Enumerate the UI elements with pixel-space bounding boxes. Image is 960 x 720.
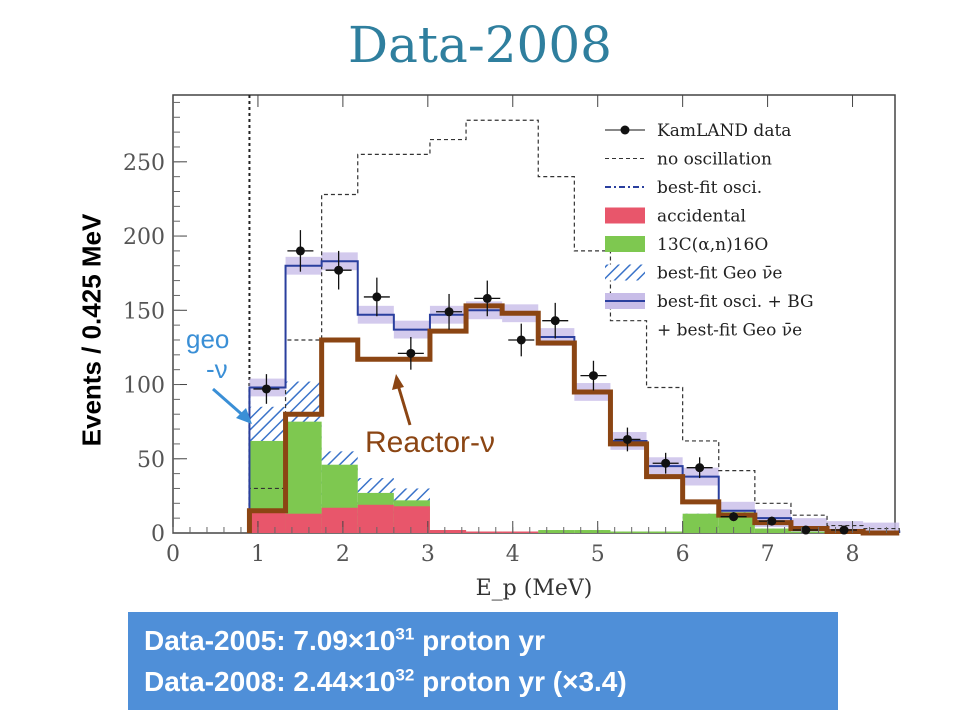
carbon-fill-bin xyxy=(574,530,611,533)
exposure-2005-exponent: 31 xyxy=(395,624,415,644)
data-point xyxy=(334,265,344,275)
geo-nu-annotation: -ν xyxy=(206,354,228,384)
exposure-2008-prefix: Data-2008: 2.44×10 xyxy=(144,666,396,697)
y-tick-label: 150 xyxy=(123,299,165,324)
legend-marker xyxy=(605,236,645,252)
data-point xyxy=(767,516,777,526)
accidental-fill-bin xyxy=(357,504,394,533)
legend-label: + best-fit Geo ν̄e xyxy=(657,321,802,341)
carbon-fill-bin xyxy=(646,531,683,533)
accidental-fill-bin xyxy=(321,507,358,533)
accidental-fill-bin xyxy=(502,531,539,533)
x-tick-label: 2 xyxy=(336,542,350,567)
accidental-fill-bin xyxy=(285,513,322,533)
exposure-line-2008: Data-2008: 2.44×1032 proton yr (×3.4) xyxy=(144,661,822,702)
data-point xyxy=(588,371,598,381)
carbon-fill-bin xyxy=(682,513,719,533)
data-point xyxy=(839,525,849,535)
data-point xyxy=(516,335,526,345)
legend-label: KamLAND data xyxy=(657,121,791,141)
data-point xyxy=(622,434,632,444)
carbon-fill-bin xyxy=(754,528,791,533)
data-point xyxy=(801,525,811,535)
reactor-arrow-head xyxy=(392,374,404,390)
x-axis-label: E_p (MeV) xyxy=(476,576,593,601)
x-tick-label: 3 xyxy=(421,542,435,567)
accidental-fill-bin xyxy=(429,530,467,533)
legend-label: best-fit osci. + BG xyxy=(657,292,814,312)
x-tick-label: 0 xyxy=(166,542,180,567)
x-tick-label: 1 xyxy=(251,542,265,567)
legend-label: no oscillation xyxy=(657,150,772,170)
x-tick-label: 4 xyxy=(506,542,520,567)
data-point xyxy=(661,458,671,468)
y-tick-label: 250 xyxy=(123,151,165,176)
carbon-fill-bin xyxy=(538,530,575,533)
data-point xyxy=(295,246,305,256)
legend-marker xyxy=(620,125,630,135)
legend-label: accidental xyxy=(657,207,746,227)
y-tick-label: 50 xyxy=(137,448,165,473)
data-point xyxy=(550,316,560,326)
x-tick-label: 6 xyxy=(676,542,690,567)
data-point xyxy=(729,512,739,522)
geo-annotation: geo xyxy=(186,324,230,354)
data-point xyxy=(372,292,382,302)
data-point xyxy=(695,463,705,473)
x-tick-label: 8 xyxy=(846,542,860,567)
legend-label: best-fit osci. xyxy=(657,178,762,198)
bestfit-band xyxy=(863,522,900,533)
y-tick-label: 100 xyxy=(123,374,165,399)
exposure-2008-exponent: 32 xyxy=(395,665,415,685)
exposure-2005-suffix: proton yr xyxy=(414,625,545,656)
x-tick-label: 5 xyxy=(591,542,605,567)
reactor-arrow-shaft xyxy=(396,384,412,426)
reactor-annotation: Reactor-ν xyxy=(365,426,496,459)
geo-arrow-head xyxy=(236,408,252,424)
x-tick-label: 7 xyxy=(761,542,775,567)
y-tick-label: 0 xyxy=(151,522,165,547)
exposure-line-2005: Data-2005: 7.09×1031 proton yr xyxy=(144,620,822,661)
data-point xyxy=(444,307,454,317)
exposure-2008-suffix: proton yr (×3.4) xyxy=(414,666,627,697)
exposure-info-box: Data-2005: 7.09×1031 proton yr Data-2008… xyxy=(128,612,838,710)
data-point xyxy=(406,348,416,358)
geo-arrow-shaft xyxy=(212,387,247,420)
accidental-fill-bin xyxy=(466,531,503,533)
legend-label: best-fit Geo ν̄e xyxy=(657,264,783,284)
y-tick-label: 200 xyxy=(123,225,165,250)
data-point xyxy=(482,293,492,303)
data-point xyxy=(261,384,271,394)
accidental-fill-bin xyxy=(249,510,286,533)
legend-marker xyxy=(605,207,645,224)
reactor-line xyxy=(246,303,900,536)
accidental-fill-bin xyxy=(393,506,430,533)
slide-title: Data-2008 xyxy=(348,16,612,74)
carbon-fill-bin xyxy=(610,531,647,533)
legend-marker xyxy=(605,264,645,281)
exposure-2005-prefix: Data-2005: 7.09×10 xyxy=(144,625,396,656)
y-axis-label: Events / 0.425 MeV xyxy=(76,213,107,447)
legend-label: 13C(α,n)16O xyxy=(657,235,768,255)
